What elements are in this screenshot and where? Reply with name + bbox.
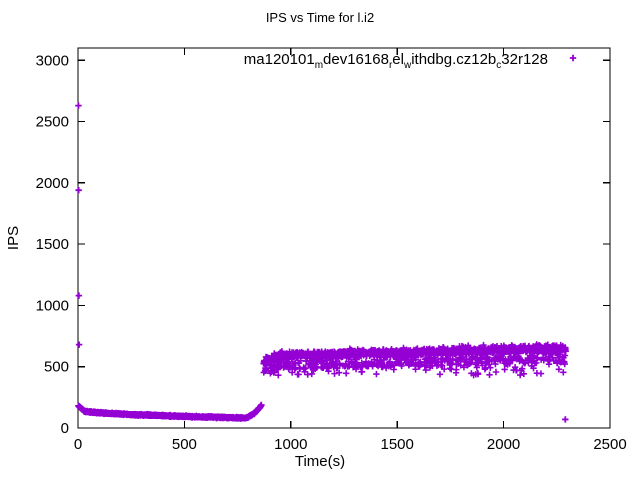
legend-marker-plus (569, 54, 577, 62)
x-axis-ticks: 0 500 1000 1500 2000 2500 (74, 48, 627, 453)
chart-legend: ma120101mdev16168relwithdbg.cz12bc32r128 (244, 51, 577, 71)
x-axis-label: Time(s) (295, 453, 345, 470)
x-tick-label: 2000 (487, 436, 520, 453)
y-axis-ticks: 0 500 1000 1500 2000 2500 3000 (36, 52, 610, 437)
x-tick-label: 0 (74, 436, 82, 453)
y-tick-label: 2000 (36, 175, 69, 192)
chart-title: IPS vs Time for l.i2 (266, 10, 374, 25)
x-tick-label: 1000 (274, 436, 307, 453)
y-tick-label: 0 (61, 420, 69, 437)
y-tick-label: 2500 (36, 114, 69, 131)
y-tick-label: 1000 (36, 297, 69, 314)
y-tick-label: 3000 (36, 52, 69, 69)
x-tick-label: 500 (172, 436, 197, 453)
y-tick-label: 500 (44, 359, 69, 376)
legend-series-label: ma120101mdev16168relwithdbg.cz12bc32r128 (244, 51, 548, 71)
y-tick-label: 1500 (36, 236, 69, 253)
scatter-data-points (75, 102, 569, 423)
x-tick-label: 1500 (381, 436, 414, 453)
x-tick-label: 2500 (593, 436, 626, 453)
y-axis-label: IPS (5, 226, 22, 250)
